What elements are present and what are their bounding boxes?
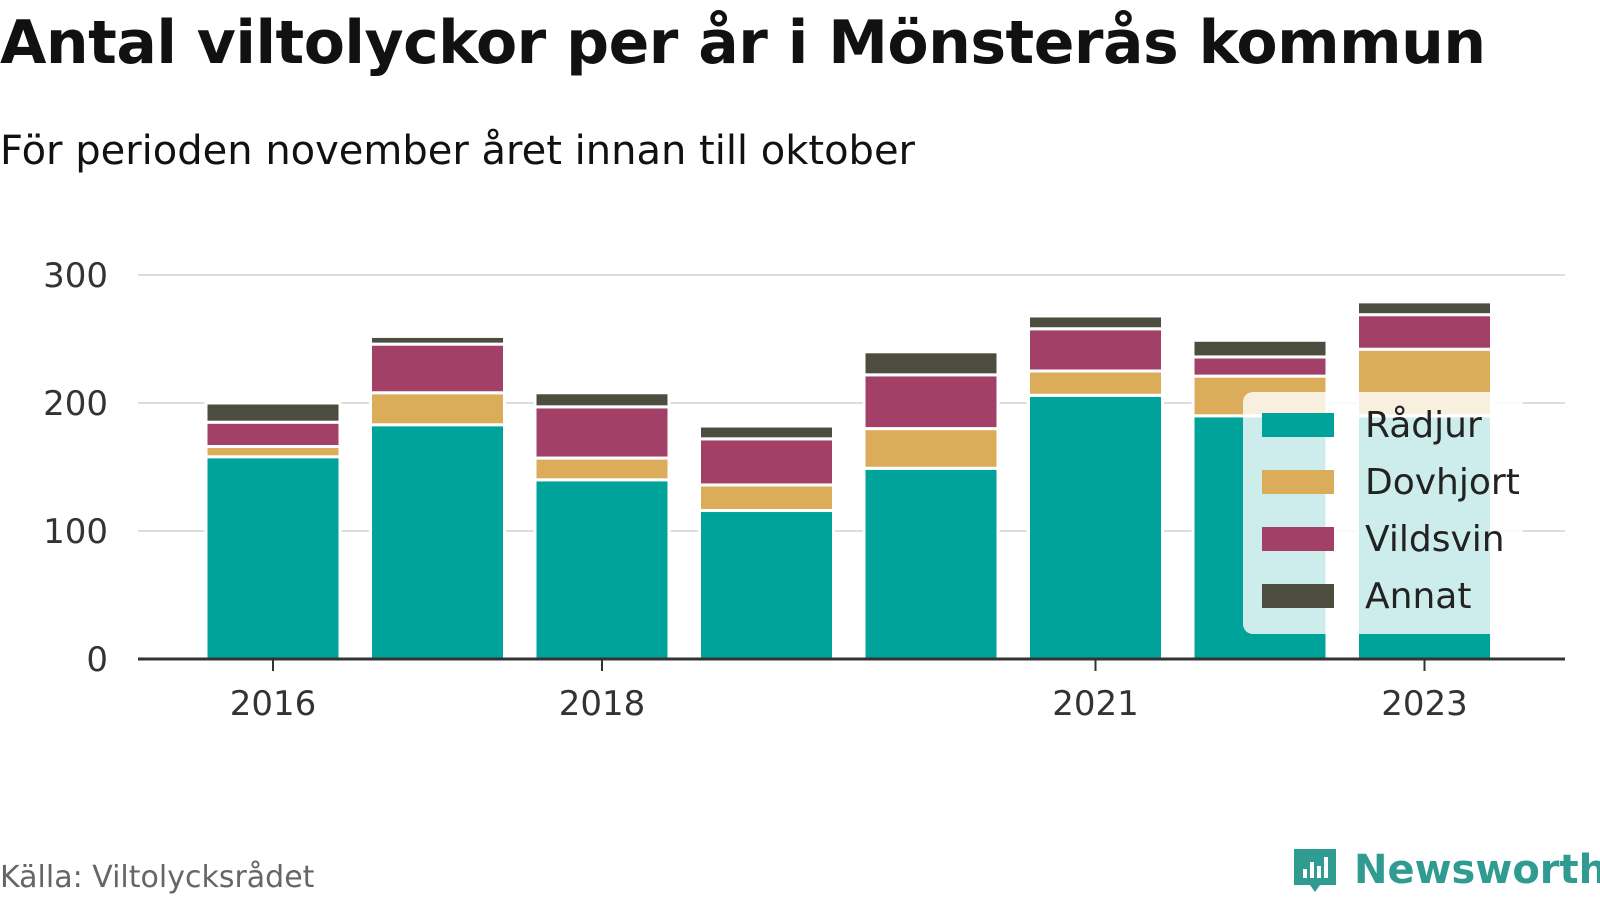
bar-segment — [698, 437, 835, 487]
bar-segment — [698, 509, 835, 661]
bar-segment — [698, 424, 835, 441]
bar-segment — [369, 391, 506, 427]
bar-segment — [1191, 355, 1329, 378]
bar-segment — [369, 423, 506, 661]
brand-logo: Newsworthy — [1290, 845, 1600, 895]
bar-segment — [1027, 327, 1164, 373]
y-tick-label: 0 — [86, 640, 108, 680]
bar-segment — [1191, 338, 1329, 359]
bar-segment — [204, 455, 342, 661]
x-tick-label: 2023 — [1381, 684, 1468, 724]
bar-segment — [1356, 300, 1493, 317]
x-tick-label: 2021 — [1052, 684, 1139, 724]
bar-segment — [533, 478, 671, 661]
bar-segment — [533, 405, 671, 460]
legend-swatch — [1262, 527, 1334, 551]
bar-segment — [862, 373, 1000, 431]
brand-name: Newsworthy — [1354, 847, 1600, 893]
bar-segment — [1027, 314, 1164, 331]
legend-box — [1243, 392, 1523, 634]
legend-swatch — [1262, 584, 1334, 608]
y-tick-label: 100 — [43, 512, 108, 552]
y-tick-label: 200 — [43, 384, 108, 424]
legend-label: Annat — [1365, 576, 1471, 617]
bar-segment — [369, 342, 506, 395]
bar-segment — [204, 420, 342, 449]
legend-label: Rådjur — [1365, 405, 1482, 446]
chart-subtitle: För perioden november året innan till ok… — [0, 128, 915, 174]
bar-segment — [204, 445, 342, 459]
bar-segment — [204, 401, 342, 424]
bar-segment — [1356, 313, 1493, 351]
bar-segment — [862, 466, 1000, 661]
x-tick-label: 2016 — [230, 684, 317, 724]
bar-segment — [1027, 393, 1164, 661]
y-tick-label: 300 — [43, 256, 108, 296]
bar-segment — [698, 483, 835, 513]
legend-swatch — [1262, 470, 1334, 494]
bar-segment — [1027, 369, 1164, 397]
chart-title: Antal viltolyckor per år i Mönsterås kom… — [0, 8, 1486, 78]
bar-segment — [369, 334, 506, 346]
legend-swatch — [1262, 413, 1334, 437]
legend-label: Dovhjort — [1365, 462, 1520, 503]
x-tick-label: 2018 — [559, 684, 646, 724]
bar-segment — [533, 456, 671, 482]
newsworthy-logo-icon — [1294, 849, 1336, 892]
bar-segment — [862, 350, 1000, 377]
bar-segment — [533, 391, 671, 409]
bar-segment — [862, 427, 1000, 470]
source-note: Källa: Viltolycksrådet — [0, 860, 315, 895]
legend-label: Vildsvin — [1365, 519, 1505, 560]
